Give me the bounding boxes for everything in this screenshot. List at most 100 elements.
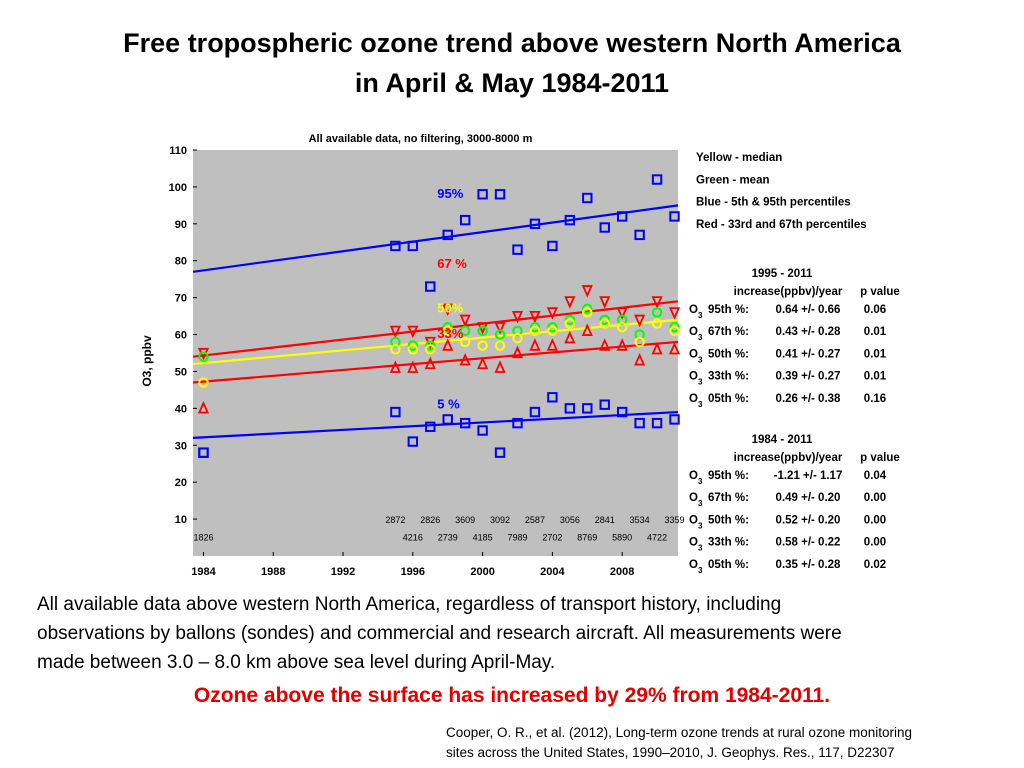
sample-count: 3609 [455, 515, 475, 525]
row-increase: 0.52 +/- 0.20 [776, 514, 841, 526]
row-p-value: 0.16 [864, 393, 886, 405]
data-point [425, 340, 436, 351]
row-prefix: O [689, 393, 698, 405]
data-point [197, 400, 210, 414]
table-header-increase: increase(ppbv)/year [734, 452, 843, 464]
row-prefix: O [689, 371, 698, 383]
data-point [564, 314, 576, 325]
data-point [529, 325, 541, 337]
data-point [407, 360, 419, 373]
data-point [512, 333, 523, 344]
y-tick-label: 30 [175, 440, 187, 452]
data-point [477, 189, 488, 200]
row-label: 50th %: [708, 514, 749, 526]
table-period: 1984 - 2011 [752, 434, 813, 446]
trend-line [192, 204, 679, 273]
data-point [547, 321, 558, 333]
data-point [546, 307, 558, 320]
citation-line: sites across the United States, 1990–201… [446, 745, 895, 760]
line-label: 5 % [437, 396, 460, 411]
data-point [390, 336, 401, 348]
row-p-value: 0.01 [864, 348, 887, 360]
plot-area [193, 150, 678, 556]
data-point [459, 325, 471, 337]
data-point [198, 351, 209, 362]
x-tick-label: 2008 [610, 566, 634, 578]
data-point [668, 341, 681, 355]
sample-count: 7989 [507, 532, 527, 542]
row-increase: 0.39 +/- 0.27 [776, 371, 841, 383]
data-point [581, 285, 593, 298]
data-point [599, 222, 610, 233]
data-point [546, 338, 558, 351]
sample-count: 2739 [438, 532, 458, 542]
legend-entry: Green - mean [696, 174, 770, 186]
data-point [407, 436, 419, 447]
description-line: made between 3.0 – 8.0 km above sea leve… [37, 652, 556, 673]
data-point [477, 340, 488, 351]
line-label: 67 % [437, 256, 467, 271]
data-point [582, 192, 593, 204]
y-tick-label: 80 [175, 256, 187, 268]
data-point [424, 356, 436, 370]
citation: Cooper, O. R., et al. (2012), Long-term … [446, 723, 912, 763]
data-point [669, 325, 680, 337]
x-tick-label: 2000 [470, 566, 494, 578]
sample-count: 3534 [630, 515, 650, 525]
data-point [529, 218, 541, 230]
row-p-value: 0.02 [864, 559, 886, 571]
row-prefix: O [689, 514, 698, 526]
y-tick-label: 20 [175, 477, 187, 489]
sample-count: 3056 [560, 515, 580, 525]
data-point [634, 352, 646, 366]
data-point [512, 417, 523, 429]
table-header-p: p value [860, 452, 900, 464]
data-point [459, 352, 471, 366]
data-point [459, 314, 471, 328]
trend-line [192, 340, 679, 384]
data-point [389, 360, 401, 373]
data-point [547, 392, 558, 403]
row-label: 05th %: [708, 393, 749, 405]
row-p-value: 0.06 [864, 304, 886, 316]
data-point [547, 325, 558, 337]
row-label: 67th %: [708, 326, 749, 338]
sample-count: 2872 [385, 515, 405, 525]
row-increase: 0.64 +/- 0.66 [776, 304, 841, 316]
data-point [494, 329, 506, 340]
sample-count: 8769 [577, 532, 597, 542]
data-point [529, 321, 541, 333]
y-tick-label: 110 [169, 145, 187, 157]
citation-line: Cooper, O. R., et al. (2012), Long-term … [446, 725, 912, 740]
data-point [494, 447, 506, 458]
row-label: 95th %: [708, 470, 749, 482]
data-point [425, 421, 436, 433]
data-point [599, 399, 610, 410]
data-point [616, 307, 628, 320]
row-prefix-sub: 3 [698, 521, 703, 530]
data-point [564, 296, 576, 309]
row-prefix-sub: 3 [698, 566, 703, 575]
data-point [425, 281, 436, 292]
trend-line [192, 300, 679, 358]
data-point [616, 338, 628, 351]
data-point [599, 296, 611, 309]
data-point [581, 323, 593, 336]
data-point [582, 303, 593, 314]
data-point [669, 211, 680, 222]
data-point [564, 330, 576, 344]
data-point [459, 417, 471, 429]
row-increase: 0.35 +/- 0.28 [776, 559, 841, 571]
data-point [651, 341, 663, 355]
y-tick-label: 40 [175, 403, 187, 415]
data-point [494, 360, 506, 373]
data-point [634, 336, 645, 348]
row-increase: 0.49 +/- 0.20 [776, 492, 841, 504]
y-axis-label: O3, ppbv [140, 335, 154, 387]
data-point [494, 322, 506, 335]
data-point [389, 325, 401, 339]
data-point [459, 214, 471, 226]
data-point [582, 307, 593, 318]
line-label: 50% [437, 300, 463, 315]
data-point [442, 321, 453, 333]
